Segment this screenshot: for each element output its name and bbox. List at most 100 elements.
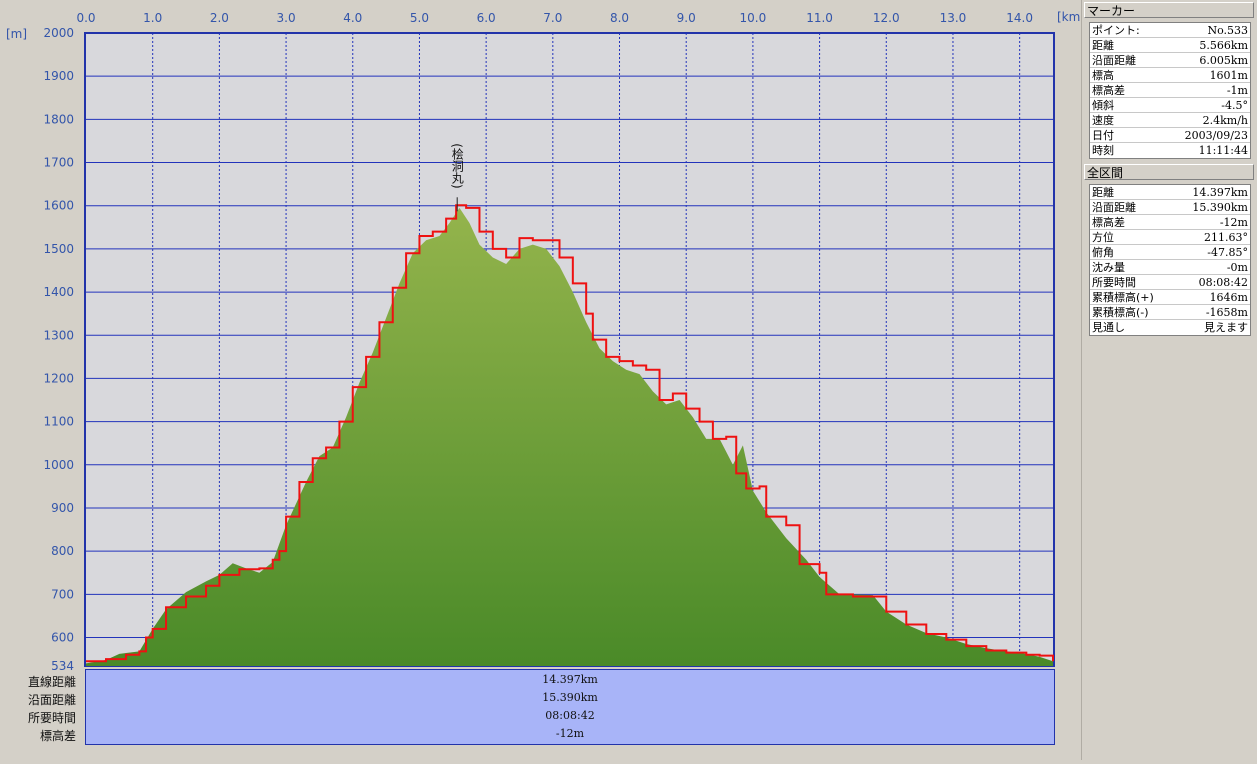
y-tick-label: 1900 <box>43 69 74 83</box>
section-value: 211.63° <box>1204 231 1248 244</box>
section-row: 沈み量 -0m <box>1090 260 1250 275</box>
section-value: 15.390km <box>1192 201 1248 214</box>
section-value: 14.397km <box>1192 186 1248 199</box>
x-tick-label: 1.0 <box>143 11 162 25</box>
summary-label-time: 所要時間 <box>27 711 76 725</box>
x-tick-label: 12.0 <box>873 11 900 25</box>
section-value: -12m <box>1219 216 1248 229</box>
y-unit-label: [m] <box>6 27 27 41</box>
x-unit-label: [km] <box>1057 10 1081 24</box>
marker-panel-header[interactable]: マーカー <box>1084 2 1254 18</box>
marker-key: 時刻 <box>1092 144 1114 157</box>
section-key: 方位 <box>1092 231 1114 244</box>
marker-value: 2003/09/23 <box>1184 129 1248 142</box>
summary-value-distance: 14.397km <box>542 673 598 686</box>
x-tick-label: 5.0 <box>410 11 429 25</box>
section-value: 08:08:42 <box>1198 276 1248 289</box>
marker-row: 沿面距離 6.005km <box>1090 53 1250 68</box>
section-row: 見通し 見えます <box>1090 320 1250 335</box>
section-value: 見えます <box>1204 321 1248 334</box>
section-row: 方位 211.63° <box>1090 230 1250 245</box>
x-tick-label: 14.0 <box>1006 11 1033 25</box>
section-row: 所要時間 08:08:42 <box>1090 275 1250 290</box>
summary-label-elevation-diff: 標高差 <box>39 729 76 743</box>
summary-value-surface-distance: 15.390km <box>542 691 598 704</box>
y-tick-label: 1800 <box>43 112 74 126</box>
x-tick-label: 9.0 <box>677 11 696 25</box>
y-tick-label: 1500 <box>43 242 74 256</box>
marker-info-table: ポイント: No.533 距離 5.566km 沿面距離 6.005km 標高 1601m 標高… <box>1089 22 1251 159</box>
x-tick-label: 13.0 <box>940 11 967 25</box>
info-sidebar: マーカー ポイント: No.533 距離 5.566km 沿面距離 6.005km 標高 16… <box>1081 0 1257 760</box>
x-axis-ticks: 0.0 1.0 2.0 3.0 4.0 5.0 6.0 7.0 8.0 9.0 10.0 11.0 12… <box>76 11 1033 25</box>
y-tick-label: 2000 <box>43 26 74 40</box>
y-tick-label: 1600 <box>43 199 74 213</box>
marker-value: -1m <box>1226 84 1248 97</box>
grid-lines <box>86 33 1053 666</box>
x-tick-label: 3.0 <box>277 11 296 25</box>
marker-row: 標高差 -1m <box>1090 83 1250 98</box>
x-tick-label: 4.0 <box>343 11 362 25</box>
section-row: 沿面距離 15.390km <box>1090 200 1250 215</box>
section-row: 累積標高(-) -1658m <box>1090 305 1250 320</box>
section-key: 距離 <box>1092 186 1114 199</box>
terrain-area <box>86 207 1053 666</box>
y-tick-label: 700 <box>51 587 74 601</box>
marker-key: 日付 <box>1092 129 1114 142</box>
marker-row: 日付 2003/09/23 <box>1090 128 1250 143</box>
y-tick-label: 800 <box>51 544 74 558</box>
y-tick-label: 1100 <box>43 415 74 429</box>
section-value: 1646m <box>1209 291 1248 304</box>
marker-key: 傾斜 <box>1092 99 1114 112</box>
summary-label-surface-distance: 沿面距離 <box>27 693 76 707</box>
y-tick-label: 1700 <box>43 156 74 170</box>
summary-label-distance: 直線距離 <box>27 675 76 689</box>
elevation-chart[interactable]: 0.0 1.0 2.0 3.0 4.0 5.0 6.0 7.0 8.0 9.0 10.0 11.0 12… <box>0 0 1085 760</box>
section-key: 俯角 <box>1092 246 1114 259</box>
marker-value: No.533 <box>1207 24 1248 37</box>
marker-key: 距離 <box>1092 39 1114 52</box>
marker-row: 距離 5.566km <box>1090 38 1250 53</box>
section-value: -47.85° <box>1207 246 1248 259</box>
marker-key: 沿面距離 <box>1092 54 1136 67</box>
section-key: 沿面距離 <box>1092 201 1136 214</box>
section-key: 沈み量 <box>1092 261 1125 274</box>
marker-key: 標高差 <box>1092 84 1125 97</box>
marker-key: ポイント: <box>1092 24 1140 37</box>
x-tick-label: 10.0 <box>740 11 767 25</box>
marker-key: 標高 <box>1092 69 1114 82</box>
y-tick-label: 1400 <box>43 285 74 299</box>
section-info-table: 距離 14.397km 沿面距離 15.390km 標高差 -12m 方位 211.63° 俯角… <box>1089 184 1251 336</box>
y-axis-ticks: 2000 1900 1800 1700 1600 1500 1400 1300 1200 1100… <box>43 26 74 673</box>
section-row: 俯角 -47.85° <box>1090 245 1250 260</box>
summary-value-elevation-diff: -12m <box>555 727 585 740</box>
x-tick-label: 11.0 <box>806 11 833 25</box>
section-row: 距離 14.397km <box>1090 185 1250 200</box>
section-key: 所要時間 <box>1092 276 1136 289</box>
marker-row: 傾斜 -4.5° <box>1090 98 1250 113</box>
marker-value: 2.4km/h <box>1202 114 1248 127</box>
peak-label: (桧洞丸) <box>450 143 464 188</box>
section-row: 標高差 -12m <box>1090 215 1250 230</box>
marker-key: 速度 <box>1092 114 1114 127</box>
section-row: 累積標高(+) 1646m <box>1090 290 1250 305</box>
section-key: 累積標高(+) <box>1092 291 1154 304</box>
marker-row: 時刻 11:11:44 <box>1090 143 1250 158</box>
section-key: 見通し <box>1092 321 1125 334</box>
section-panel-header[interactable]: 全区間 <box>1084 164 1254 180</box>
plot-area: 0.0 1.0 2.0 3.0 4.0 5.0 6.0 7.0 8.0 9.0 10.0 11.0 12… <box>0 0 1086 760</box>
x-tick-label: 0.0 <box>76 11 95 25</box>
marker-value: -4.5° <box>1221 99 1248 112</box>
y-tick-label: 900 <box>51 501 74 515</box>
y-tick-label: 534 <box>51 659 74 673</box>
y-tick-label: 1200 <box>43 371 74 385</box>
x-tick-label: 8.0 <box>610 11 629 25</box>
peak-marker: (桧洞丸) <box>450 143 464 212</box>
y-tick-label: 1300 <box>43 328 74 342</box>
section-key: 累積標高(-) <box>1092 306 1149 319</box>
x-tick-label: 6.0 <box>477 11 496 25</box>
section-value: -0m <box>1226 261 1248 274</box>
summary-value-time: 08:08:42 <box>545 709 595 722</box>
section-key: 標高差 <box>1092 216 1125 229</box>
y-tick-label: 1000 <box>43 458 74 472</box>
